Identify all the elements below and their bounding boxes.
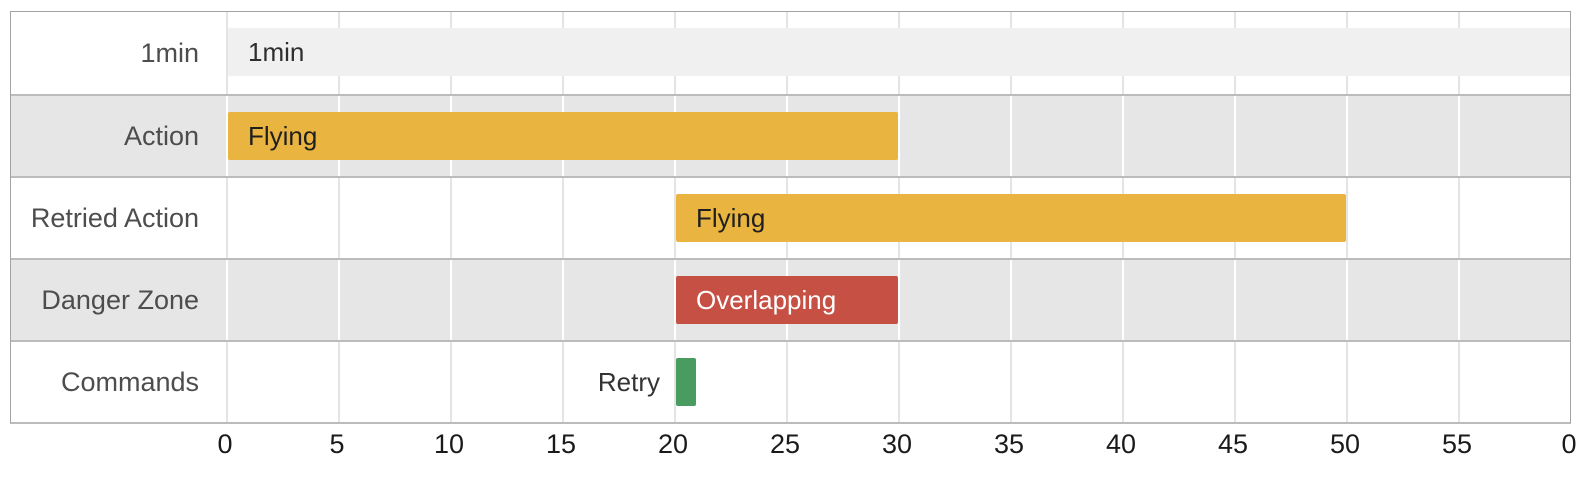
bar-label: Flying [248, 121, 318, 151]
x-axis-tick-label: 55 [1441, 429, 1473, 459]
task-bar[interactable]: Overlapping [676, 276, 898, 324]
chart-row: Danger Zone Overlapping [11, 258, 1570, 340]
gantt-chart: 1min 1min Action Flying Retried Action Flying… [10, 11, 1571, 424]
x-axis-tick-label: 50 [1329, 429, 1361, 459]
chart-row: Retried Action Flying [11, 176, 1570, 258]
task-bar[interactable]: 1min [228, 28, 1570, 76]
task-bar[interactable]: Flying [228, 112, 898, 160]
x-axis-tick-label: 45 [1217, 429, 1249, 459]
chart-row: Commands Retry [11, 340, 1570, 422]
row-canvas: Flying [226, 178, 1570, 258]
chart-row: Action Flying [11, 94, 1570, 176]
bar-label: Flying [696, 203, 766, 233]
x-axis-tick-label: 35 [993, 429, 1025, 459]
x-axis-tick-label: 30 [881, 429, 913, 459]
row-label: 1min [140, 37, 199, 68]
row-label: Danger Zone [41, 284, 199, 315]
x-axis-tick-label: 25 [769, 429, 801, 459]
x-axis-tick-label: 20 [657, 429, 689, 459]
row-canvas: Overlapping [226, 260, 1570, 340]
bar-label: 1min [248, 37, 305, 67]
x-axis-tick-label: 15 [545, 429, 577, 459]
row-label: Retried Action [30, 202, 199, 233]
task-bar[interactable] [676, 358, 697, 406]
x-axis-tick-label: 0 [217, 429, 233, 459]
x-axis-tick-label: 5 [329, 429, 345, 459]
x-axis-tick-label: 10 [433, 429, 465, 459]
row-canvas: 1min [226, 12, 1570, 94]
row-label: Commands [60, 366, 199, 397]
row-canvas: Retry [226, 342, 1570, 422]
bar-label: Overlapping [696, 285, 837, 315]
row-canvas: Flying [226, 96, 1570, 176]
row-label: Action [123, 120, 199, 151]
bar-outside-label: Retry [597, 366, 660, 397]
x-axis-tick-label: 40 [1105, 429, 1137, 459]
chart-row: 1min 1min [11, 12, 1570, 94]
x-axis-tick-label: 0 [1561, 429, 1577, 459]
x-axis: 0 5 10 15 20 25 30 35 40 45 50 55 0 [10, 427, 1576, 461]
task-bar[interactable]: Flying [676, 194, 1346, 242]
